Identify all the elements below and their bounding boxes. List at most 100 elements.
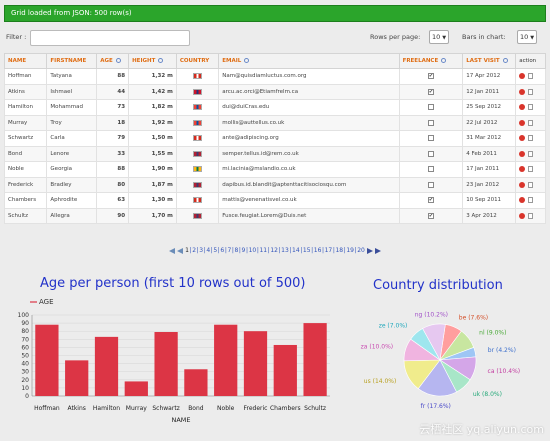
table-row[interactable]: Schwartz Carla 79 1,50 m ante@adipiscing.org… <box>3 130 546 147</box>
cell-age[interactable]: 90 <box>96 207 130 224</box>
cell-email[interactable]: Nam@quisdiamluctus.com.org <box>218 68 400 85</box>
cell-last-visit[interactable]: 3 Apr 2012 <box>462 207 517 224</box>
cell-name[interactable]: Schultz <box>3 207 48 224</box>
cell-email[interactable]: dapibus.id.blandit@aptenttacitisociosqu.… <box>218 176 400 193</box>
copy-icon[interactable] <box>528 181 534 188</box>
cell-country[interactable] <box>175 145 220 162</box>
cell-height[interactable]: 1,87 m <box>128 176 177 193</box>
freelance-checkbox[interactable]: ✔ <box>427 197 434 203</box>
cell-firstname[interactable]: Bradley <box>46 176 98 193</box>
prev-page-icon[interactable] <box>176 247 183 254</box>
page-link[interactable]: 13 <box>281 247 289 254</box>
last-page-icon[interactable] <box>375 247 382 254</box>
cell-last-visit[interactable]: 4 Feb 2011 <box>462 145 517 162</box>
col-header-country[interactable]: COUNTRY <box>175 53 220 69</box>
page-link[interactable]: 20 <box>357 247 365 254</box>
cell-country[interactable] <box>175 192 220 209</box>
freelance-checkbox[interactable]: ✔ <box>427 88 434 95</box>
cell-age[interactable]: 33 <box>96 145 130 162</box>
freelance-checkbox[interactable] <box>427 135 434 141</box>
page-link[interactable]: 6 <box>220 247 225 254</box>
rows-per-page-select[interactable]: 10 ▼ <box>429 30 450 44</box>
cell-country[interactable] <box>175 130 220 147</box>
copy-icon[interactable] <box>528 212 534 219</box>
delete-icon[interactable] <box>519 150 526 157</box>
cell-email[interactable]: mi.lacinia@mslandio.co.uk <box>218 161 400 178</box>
cell-freelance[interactable]: ✔ <box>398 68 464 85</box>
page-link[interactable]: 18 <box>335 247 344 254</box>
copy-icon[interactable] <box>528 88 534 95</box>
delete-icon[interactable] <box>519 88 526 95</box>
cell-age[interactable]: 73 <box>96 99 130 116</box>
page-link[interactable]: 15 <box>302 247 311 254</box>
freelance-checkbox[interactable]: ✔ <box>427 73 434 79</box>
cell-freelance[interactable] <box>398 161 464 178</box>
table-row[interactable]: Hamilton Mohammad 73 1,82 m dui@duiCras.edu 2… <box>3 99 546 116</box>
table-row[interactable]: Schultz Allegra 90 1,70 m Fusce.feugiat.Lore… <box>3 207 546 224</box>
cell-freelance[interactable] <box>398 114 464 131</box>
page-link[interactable]: 10 <box>248 247 257 254</box>
cell-freelance[interactable] <box>398 176 464 193</box>
page-link[interactable]: 3 <box>199 247 204 254</box>
page-link[interactable]: 9 <box>241 247 246 254</box>
cell-height[interactable]: 1,50 m <box>128 130 177 147</box>
copy-icon[interactable] <box>528 166 534 172</box>
copy-icon[interactable] <box>528 197 534 203</box>
cell-freelance[interactable]: ✔ <box>398 192 464 209</box>
cell-height[interactable]: 1,32 m <box>128 68 177 85</box>
cell-name[interactable]: Atkins <box>3 83 48 100</box>
cell-height[interactable]: 1,82 m <box>128 99 177 116</box>
page-link[interactable]: 2 <box>192 247 197 254</box>
col-header-height[interactable]: HEIGHT <box>128 53 177 69</box>
cell-email[interactable]: semper.tellus.id@rem.co.uk <box>218 145 400 162</box>
table-row[interactable]: Noble Georgia 88 1,90 m mi.lacinia@mslandio.… <box>3 161 546 178</box>
cell-name[interactable]: Bond <box>3 145 48 162</box>
cell-last-visit[interactable]: 31 Mar 2012 <box>462 130 517 147</box>
cell-country[interactable] <box>175 99 220 116</box>
page-link[interactable]: 4 <box>206 247 211 254</box>
cell-firstname[interactable]: Georgia <box>46 161 98 178</box>
cell-freelance[interactable] <box>398 130 464 147</box>
cell-firstname[interactable]: Carla <box>46 130 98 147</box>
cell-name[interactable]: Murray <box>3 114 48 131</box>
page-link[interactable]: 11 <box>259 247 268 254</box>
delete-icon[interactable] <box>519 212 526 219</box>
cell-country[interactable] <box>175 207 220 224</box>
page-link[interactable]: 17 <box>324 247 333 254</box>
freelance-checkbox[interactable] <box>427 150 434 157</box>
cell-firstname[interactable]: Aphrodite <box>46 192 98 209</box>
delete-icon[interactable] <box>519 119 526 126</box>
page-link[interactable]: 16 <box>313 247 322 254</box>
cell-height[interactable]: 1,55 m <box>128 145 177 162</box>
freelance-checkbox[interactable] <box>427 181 434 188</box>
page-link[interactable]: 5 <box>213 247 218 254</box>
cell-freelance[interactable]: ✔ <box>398 207 464 224</box>
cell-freelance[interactable] <box>398 145 464 162</box>
cell-height[interactable]: 1,70 m <box>128 207 177 224</box>
cell-country[interactable] <box>175 68 220 85</box>
table-row[interactable]: Chambers Aphrodite 63 1,30 m mattis@venenati… <box>3 192 546 209</box>
cell-email[interactable]: Fusce.feugiat.Lorem@Duis.net <box>218 207 400 224</box>
cell-age[interactable]: 88 <box>96 68 130 85</box>
col-header-firstname[interactable]: FIRSTNAME <box>46 53 98 69</box>
page-link[interactable]: 14 <box>292 247 300 254</box>
cell-email[interactable]: dui@duiCras.edu <box>218 99 400 116</box>
cell-country[interactable] <box>175 114 220 131</box>
cell-country[interactable] <box>175 83 220 100</box>
cell-last-visit[interactable]: 12 Jan 2011 <box>462 83 517 100</box>
cell-age[interactable]: 18 <box>96 114 130 131</box>
freelance-checkbox[interactable] <box>427 104 434 110</box>
filter-input[interactable] <box>30 30 190 46</box>
cell-name[interactable]: Noble <box>3 161 48 178</box>
col-header-name[interactable]: NAME <box>3 53 48 69</box>
page-link[interactable]: 7 <box>227 247 232 254</box>
cell-firstname[interactable]: Lenore <box>46 145 98 162</box>
cell-last-visit[interactable]: 10 Sep 2011 <box>462 192 517 209</box>
table-row[interactable]: Bond Lenore 33 1,55 m semper.tellus.id@rem.c… <box>3 145 546 162</box>
cell-name[interactable]: Chambers <box>3 192 48 209</box>
cell-age[interactable]: 88 <box>96 161 130 178</box>
delete-icon[interactable] <box>519 197 526 203</box>
delete-icon[interactable] <box>519 181 526 188</box>
copy-icon[interactable] <box>528 150 534 157</box>
cell-email[interactable]: arcu.ac.orci@Etiamfrelm.ca <box>218 83 400 100</box>
